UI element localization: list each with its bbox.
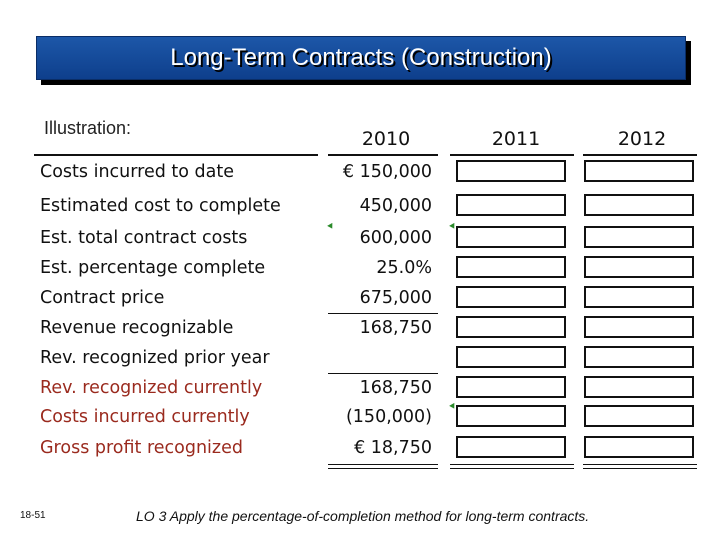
input-box-2012 <box>584 256 694 278</box>
input-box-2012 <box>584 160 694 182</box>
col-2010-header-rule <box>328 154 438 156</box>
year-2012-header: 2012 <box>617 128 667 150</box>
column-rule <box>450 468 574 469</box>
col-2012-header-rule <box>583 154 697 156</box>
column-rule <box>583 468 697 469</box>
input-box-2011 <box>456 226 566 248</box>
input-box-2012 <box>584 376 694 398</box>
input-box-2011 <box>456 286 566 308</box>
row-label: Costs incurred currently <box>40 407 250 427</box>
input-box-2012 <box>584 436 694 458</box>
input-box-2011 <box>456 256 566 278</box>
column-rule <box>450 464 574 465</box>
row-label: Gross profit recognized <box>40 438 243 458</box>
row-label: Rev. recognized currently <box>40 378 263 398</box>
input-box-2012 <box>584 405 694 427</box>
row-label: Est. total contract costs <box>40 228 248 248</box>
lo-text: Apply the percentage-of-completion metho… <box>169 508 590 524</box>
row-label: Revenue recognizable <box>40 318 234 338</box>
input-box-2011 <box>456 160 566 182</box>
input-box-2012 <box>584 226 694 248</box>
slide-number: 18-51 <box>20 510 46 521</box>
row-value-2010: (150,000) <box>345 407 432 427</box>
input-box-2012 <box>584 316 694 338</box>
row-value-2010: 25.0% <box>376 258 432 278</box>
input-box-2011 <box>456 194 566 216</box>
col-2011-header-rule <box>450 154 574 156</box>
row-value-2010: 600,000 <box>359 228 432 248</box>
row-label: Estimated cost to complete <box>40 196 281 216</box>
column-rule <box>328 464 438 465</box>
illustration-label: Illustration: <box>44 118 132 138</box>
row-value-2010: € 18,750 <box>354 438 432 458</box>
title-bar: Long-Term Contracts (Construction) <box>36 36 686 80</box>
year-2011-header: 2011 <box>491 128 541 150</box>
input-box-2011 <box>456 436 566 458</box>
row-value-2010: 168,750 <box>359 378 432 398</box>
row-value-2010: 675,000 <box>359 288 432 308</box>
row-label: Contract price <box>40 288 165 308</box>
learning-objective-footer: LO 3 Apply the percentage-of-completion … <box>136 508 589 524</box>
input-box-2011 <box>456 405 566 427</box>
input-box-2012 <box>584 194 694 216</box>
lo-label: LO 3 <box>136 508 167 524</box>
row-value-2010: € 150,000 <box>342 162 432 182</box>
input-box-2011 <box>456 346 566 368</box>
input-box-2011 <box>456 376 566 398</box>
column-rule <box>583 464 697 465</box>
row-label: Est. percentage complete <box>40 258 266 278</box>
input-box-2011 <box>456 316 566 338</box>
column-rule <box>328 313 438 314</box>
label-header-rule <box>34 154 318 156</box>
row-value-2010: 168,750 <box>359 318 432 338</box>
input-box-2012 <box>584 346 694 368</box>
row-label: Rev. recognized prior year <box>40 348 270 368</box>
row-value-2010: 450,000 <box>359 196 432 216</box>
year-2010-header: 2010 <box>361 128 411 150</box>
input-box-2012 <box>584 286 694 308</box>
column-rule <box>328 373 438 374</box>
slide-title: Long-Term Contracts (Construction) <box>170 44 552 71</box>
column-rule <box>328 468 438 469</box>
row-label: Costs incurred to date <box>40 162 234 182</box>
green-tick-icon <box>327 222 335 231</box>
